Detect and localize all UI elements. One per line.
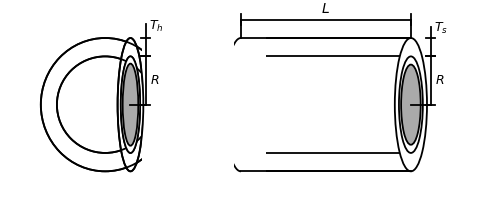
Text: $R$: $R$ xyxy=(150,74,160,87)
Text: $L$: $L$ xyxy=(322,2,330,16)
Bar xyxy=(142,33,234,176)
Text: $R$: $R$ xyxy=(436,74,445,87)
Ellipse shape xyxy=(118,38,144,171)
Ellipse shape xyxy=(122,64,138,146)
Ellipse shape xyxy=(401,65,420,145)
Ellipse shape xyxy=(121,56,140,153)
Ellipse shape xyxy=(121,56,140,153)
Ellipse shape xyxy=(224,38,257,171)
Ellipse shape xyxy=(399,56,423,153)
Bar xyxy=(130,33,217,176)
Bar xyxy=(241,33,266,176)
Ellipse shape xyxy=(395,38,427,171)
Text: $T_h$: $T_h$ xyxy=(149,19,164,34)
Ellipse shape xyxy=(122,64,138,146)
Ellipse shape xyxy=(146,36,185,174)
Text: $T_s$: $T_s$ xyxy=(434,21,448,36)
